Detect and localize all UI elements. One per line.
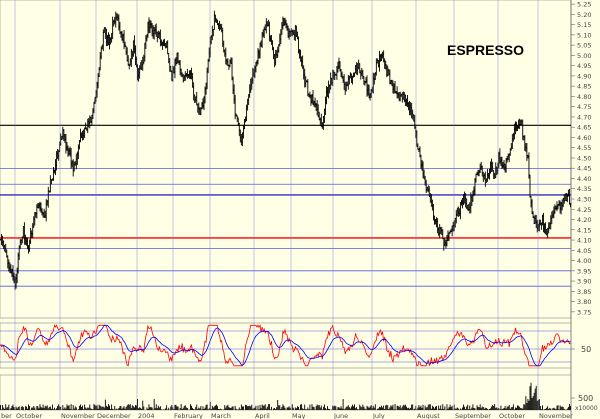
month-label: November	[61, 412, 95, 419]
y-tick-label: 5.15	[577, 21, 591, 29]
oscillator-tick-label: 50	[581, 345, 591, 354]
y-tick-label: 4.85	[577, 83, 591, 91]
y-tick-label: 3.85	[577, 288, 591, 296]
month-label: ber	[1, 412, 12, 419]
y-tick-label: 4.20	[577, 216, 591, 224]
volume-frame	[0, 374, 572, 411]
price-axis: 3.75 3.80 3.85 3.90 3.95 4.00 4.05 4.10 4.15 4.20…	[571, 1, 591, 316]
month-label: September	[455, 412, 491, 419]
y-tick-label: 5.05	[577, 42, 591, 50]
y-tick-label: 4.70	[577, 113, 591, 121]
y-tick-label: 4.25	[577, 206, 591, 214]
y-tick-label: 4.45	[577, 165, 591, 173]
month-label: June	[333, 412, 348, 419]
volume-unit-label: x10000	[575, 405, 598, 412]
month-label: August	[417, 412, 440, 419]
month-label: October	[499, 412, 525, 419]
month-label: October	[16, 412, 42, 419]
y-tick-label: 4.05	[577, 247, 591, 255]
y-tick-label: 4.75	[577, 103, 591, 111]
month-label: July	[372, 412, 385, 419]
y-tick-label: 4.30	[577, 196, 591, 204]
y-tick-label: 4.90	[577, 72, 591, 80]
y-tick-label: 4.50	[577, 154, 591, 162]
y-tick-label: 4.80	[577, 93, 591, 101]
month-label: 2004	[138, 412, 155, 419]
chart-title: ESPRESSO	[447, 42, 524, 58]
oscillator-fast-line	[0, 324, 571, 367]
oscillator-panel: 50	[0, 322, 591, 369]
y-tick-label: 4.00	[577, 257, 591, 265]
month-label: November	[539, 412, 573, 419]
y-tick-label: 4.55	[577, 144, 591, 152]
y-tick-label: 5.10	[577, 31, 591, 39]
y-tick-label: 5.20	[577, 11, 591, 19]
y-tick-label: 4.95	[577, 62, 591, 70]
month-label: December	[97, 412, 131, 419]
volume-tick-label: 500	[578, 394, 593, 403]
month-label: March	[211, 412, 231, 419]
y-tick-label: 4.65	[577, 124, 591, 132]
month-label: April	[255, 412, 270, 419]
month-label: February	[174, 412, 203, 419]
y-tick-label: 3.75	[577, 308, 591, 316]
month-label: May	[292, 412, 306, 419]
oscillator-frame	[0, 322, 572, 369]
y-tick-label: 4.60	[577, 134, 591, 142]
oscillator-slow-line	[0, 324, 571, 367]
y-tick-label: 4.15	[577, 226, 591, 234]
y-tick-label: 4.40	[577, 175, 591, 183]
y-tick-label: 4.35	[577, 185, 591, 193]
price-panel	[0, 0, 572, 419]
y-tick-label: 3.95	[577, 267, 591, 275]
y-tick-label: 4.10	[577, 237, 591, 245]
y-tick-label: 5.00	[577, 52, 591, 60]
month-axis: ber October November December 2004 February Ma…	[1, 0, 573, 419]
y-tick-label: 5.25	[577, 1, 591, 9]
volume-panel: 500 x10000	[0, 374, 598, 412]
y-tick-label: 3.80	[577, 298, 591, 306]
y-tick-label: 3.90	[577, 278, 591, 286]
